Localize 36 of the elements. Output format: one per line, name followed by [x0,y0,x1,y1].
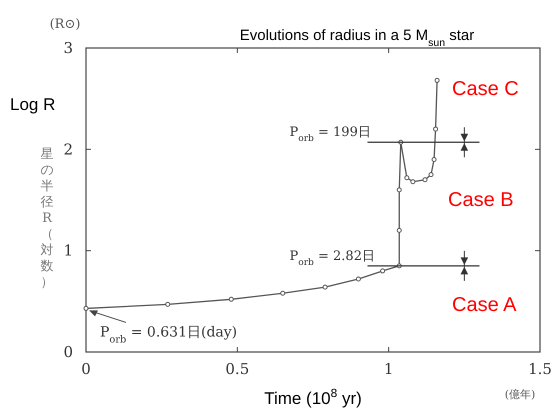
point [280,290,286,296]
point [422,177,428,182]
point [380,268,386,274]
point [432,156,437,162]
y-tick-label: 0 [63,343,73,361]
x-tick-label: 0.5 [225,360,250,378]
y-tick-label: 1 [63,242,73,260]
text: (億年) [504,388,536,401]
point [165,302,170,307]
x-tick-label: 1 [384,360,394,378]
point [396,228,402,233]
point [356,276,361,282]
point [228,296,234,302]
point [433,126,438,132]
chart-title: Evolutions of radius in a 5 M$_{sun}$ star [240,27,474,49]
annotation: P$_{orb}$ = 199日 [289,125,371,144]
text: (R⊙) [50,17,80,32]
y-tick-label: 3 [63,39,73,57]
annotation: Case B [448,189,514,211]
annotation: P$_{orb}$ = 2.82日 [289,248,375,268]
point [404,175,410,180]
point [410,179,416,184]
annotation: Case C [452,78,519,100]
point [434,78,440,83]
annotation: Case A [452,294,518,316]
y-tick-label: 2 [63,140,73,158]
y-axis-title: Log R [10,95,56,114]
x-tick-label: 1.5 [528,360,552,378]
text: 星の半径R（対数） [40,147,54,290]
x-axis-title: Time (10$^{8}$ yr) [264,386,362,408]
x-tick-label: 0 [81,360,91,378]
point [322,284,328,290]
point [396,187,402,192]
point [84,306,88,311]
point [428,172,434,178]
annotation: P$_{orb}$ = 0.631日(day) [100,324,238,345]
